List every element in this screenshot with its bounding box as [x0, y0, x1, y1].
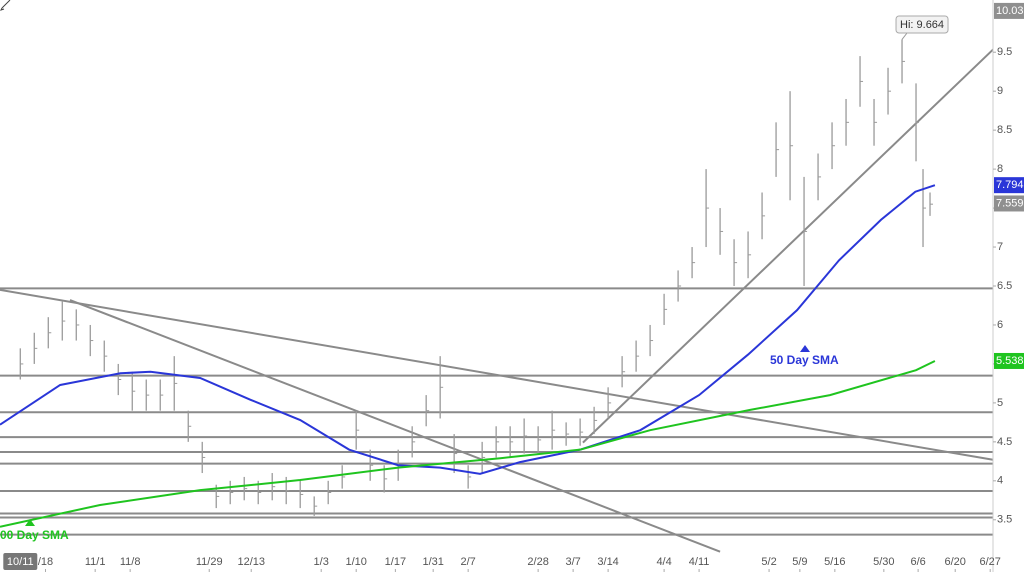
axis-marker-box [994, 195, 1024, 212]
sma-line [0, 184, 936, 475]
y-tick-label: 5 [997, 397, 1003, 409]
axis-marker-label: 7.559 [996, 197, 1024, 209]
axis-marker-box [994, 177, 1024, 194]
x-tick-label: 1/17 [385, 556, 406, 568]
cursor-date-label: 10/11 [7, 556, 34, 568]
hi-label-box [895, 15, 949, 34]
x-tick-label: 6/6 [910, 556, 925, 568]
sma-label-arrow [800, 345, 810, 352]
x-tick-label: 12/13 [237, 556, 265, 568]
y-tick-label: 9 [997, 85, 1003, 97]
x-tick-label: 6/27 [979, 556, 1000, 568]
axis-marker-box [994, 2, 1024, 19]
y-tick-label: 9.5 [997, 46, 1012, 58]
hi-label: Hi: 9.664 [900, 19, 944, 31]
sma-label: 50 Day SMA [770, 353, 839, 367]
x-tick-label: 5/30 [873, 556, 894, 568]
x-tick-label: 11/8 [120, 556, 141, 568]
y-tick-label: 8 [997, 163, 1003, 175]
trend-line [0, 288, 994, 461]
x-tick-label: 3/7 [565, 556, 580, 568]
x-tick-label: 4/4 [656, 556, 671, 568]
trend-line [582, 46, 996, 444]
axis-marker-label: 7.794 [996, 179, 1024, 191]
y-tick-label: 7 [997, 241, 1003, 253]
sma-label-arrow [25, 519, 35, 526]
x-tick-label: 5/16 [824, 556, 845, 568]
pencil-icon [0, 0, 11, 11]
x-tick-label: 5/9 [792, 556, 807, 568]
y-axis-panel [993, 0, 1024, 572]
y-tick-label: 4.5 [997, 436, 1012, 448]
y-tick-label: 4 [997, 475, 1003, 487]
x-tick-label: 1/3 [314, 556, 329, 568]
x-tick-label: 2/7 [461, 556, 476, 568]
x-tick-label: 5/2 [761, 556, 776, 568]
axis-marker-label: 5.538 [996, 355, 1024, 367]
x-tick-label: 4/11 [689, 556, 710, 568]
x-tick-label: 11/29 [196, 556, 223, 568]
x-tick-label: 2/28 [527, 556, 548, 568]
x-tick-label: 3/14 [597, 556, 618, 568]
y-tick-label: 6.5 [997, 280, 1012, 292]
sma-label: 00 Day SMA [0, 528, 69, 542]
x-tick-label: 1/31 [422, 556, 443, 568]
cursor-date-box [3, 553, 38, 570]
axis-marker-label: 10.03 [996, 5, 1024, 17]
trend-line [69, 299, 721, 553]
y-tick-label: 8.5 [997, 124, 1012, 136]
x-tick-label: 11/1 [85, 556, 106, 568]
x-tick-label: 6/20 [945, 556, 966, 568]
hi-pointer [901, 32, 908, 40]
y-tick-label: 3.5 [997, 514, 1012, 526]
x-tick-label: 1/10 [345, 556, 366, 568]
x-tick-label: /18 [38, 556, 53, 568]
sma-line [0, 360, 936, 528]
y-tick-label: 6 [997, 319, 1003, 331]
axis-marker-box [994, 352, 1024, 369]
